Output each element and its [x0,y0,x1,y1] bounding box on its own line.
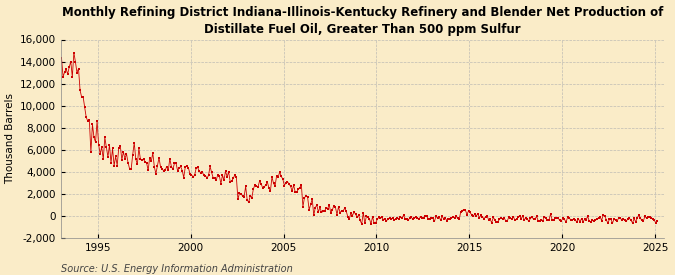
Title: Monthly Refining District Indiana-Illinois-Kentucky Refinery and Blender Net Pro: Monthly Refining District Indiana-Illino… [62,6,664,35]
Text: Source: U.S. Energy Information Administration: Source: U.S. Energy Information Administ… [61,264,292,274]
Y-axis label: Thousand Barrels: Thousand Barrels [5,93,16,184]
